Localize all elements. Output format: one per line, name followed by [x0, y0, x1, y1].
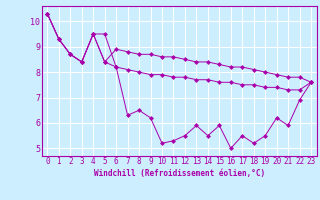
X-axis label: Windchill (Refroidissement éolien,°C): Windchill (Refroidissement éolien,°C): [94, 169, 265, 178]
